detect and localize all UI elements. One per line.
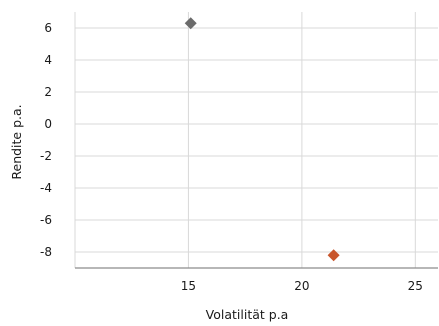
grid-lines [75,12,438,268]
y-tick-label: -2 [40,149,52,163]
y-tick-label: -6 [40,213,52,227]
y-tick-label: 4 [44,53,52,67]
y-tick-label: 6 [44,21,52,35]
x-tick-label: 20 [294,279,309,293]
y-tick-label: 2 [44,85,52,99]
y-tick-labels: 6 4 2 0 -2 -4 -6 -8 [40,21,52,259]
y-tick-label: -4 [40,181,52,195]
x-tick-labels: 15 20 25 [181,279,423,293]
x-tick-label: 15 [181,279,196,293]
data-points [184,17,340,262]
y-tick-label: -8 [40,245,52,259]
y-tick-label: 0 [44,117,52,131]
x-axis-label: Volatilität p.a [206,307,289,322]
x-tick-label: 25 [408,279,423,293]
data-point-diamond [184,17,197,30]
axes [74,12,438,269]
data-point-diamond [327,249,340,262]
y-axis-label: Rendite p.a. [9,104,24,179]
